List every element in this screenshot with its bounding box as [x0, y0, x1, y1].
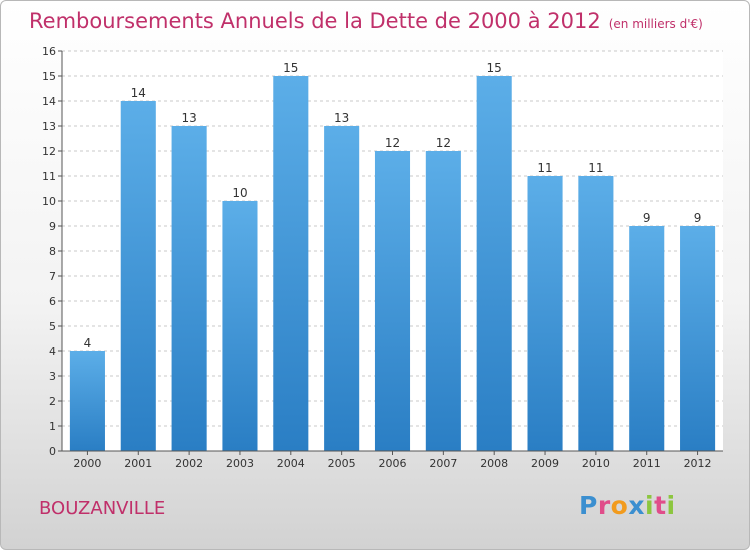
y-tick-label: 1 [49, 420, 56, 433]
value-label: 15 [283, 61, 298, 75]
value-label: 13 [181, 111, 196, 125]
bar-2005 [324, 126, 360, 451]
bar-2007 [425, 151, 461, 451]
y-tick-label: 3 [49, 370, 56, 383]
bar-2008 [476, 76, 512, 451]
bar-2009 [527, 176, 563, 451]
bar-2004 [273, 76, 309, 451]
logo-letter: P [579, 491, 598, 520]
x-tick-label: 2010 [582, 457, 610, 470]
unit-label: (en milliers d'€) [608, 17, 703, 31]
place-name: BOUZANVILLE [39, 498, 166, 519]
y-tick-label: 0 [49, 445, 56, 458]
y-tick-label: 10 [42, 195, 56, 208]
x-tick-label: 2009 [531, 457, 559, 470]
x-tick-label: 2008 [480, 457, 508, 470]
bar-2001 [120, 101, 156, 451]
bar-2012 [680, 226, 716, 451]
bar-2011 [629, 226, 665, 451]
x-tick-label: 2012 [684, 457, 712, 470]
value-label: 15 [487, 61, 502, 75]
x-tick-label: 2000 [73, 457, 101, 470]
y-tick-label: 4 [49, 345, 56, 358]
value-label: 12 [385, 136, 400, 150]
proxiti-logo: Proxiti [579, 491, 676, 520]
y-tick-label: 15 [42, 70, 56, 83]
x-tick-label: 2001 [124, 457, 152, 470]
x-tick-label: 2003 [226, 457, 254, 470]
y-tick-label: 7 [49, 270, 56, 283]
y-tick-label: 2 [49, 395, 56, 408]
x-tick-label: 2011 [633, 457, 661, 470]
logo-letter: i [645, 491, 655, 520]
value-label: 11 [537, 161, 552, 175]
bar-2006 [374, 151, 411, 451]
bar-2000 [69, 351, 105, 451]
value-label: 10 [232, 186, 247, 200]
y-tick-label: 5 [49, 320, 56, 333]
logo-letter: i [666, 491, 676, 520]
logo-letter: x [628, 491, 645, 520]
y-tick-label: 14 [42, 95, 56, 108]
bar-2010 [578, 176, 614, 451]
x-tick-label: 2005 [328, 457, 356, 470]
value-label: 12 [436, 136, 451, 150]
value-label: 9 [694, 211, 702, 225]
y-tick-label: 12 [42, 145, 56, 158]
value-label: 11 [588, 161, 603, 175]
value-label: 4 [84, 336, 92, 350]
value-label: 13 [334, 111, 349, 125]
y-tick-label: 13 [42, 120, 56, 133]
logo-letter: o [610, 491, 629, 520]
x-tick-label: 2007 [429, 457, 457, 470]
x-tick-label: 2004 [277, 457, 305, 470]
y-tick-label: 11 [42, 170, 56, 183]
logo-letter: r [597, 491, 611, 520]
y-tick-label: 6 [49, 295, 56, 308]
logo-letter: t [654, 491, 667, 520]
x-tick-label: 2006 [379, 457, 407, 470]
y-tick-label: 16 [42, 45, 56, 58]
bars: 4 14 13 10 15 13 12 12 15 11 11 9 9 [69, 61, 716, 451]
title-text: Remboursements Annuels de la Dette de 20… [29, 9, 601, 33]
x-tick-label: 2002 [175, 457, 203, 470]
chart-title: Remboursements Annuels de la Dette de 20… [29, 9, 703, 33]
value-label: 9 [643, 211, 651, 225]
bar-2002 [171, 126, 207, 451]
bar-2003 [222, 201, 258, 451]
y-tick-label: 8 [49, 245, 56, 258]
value-label: 14 [131, 86, 146, 100]
y-tick-label: 9 [49, 220, 56, 233]
